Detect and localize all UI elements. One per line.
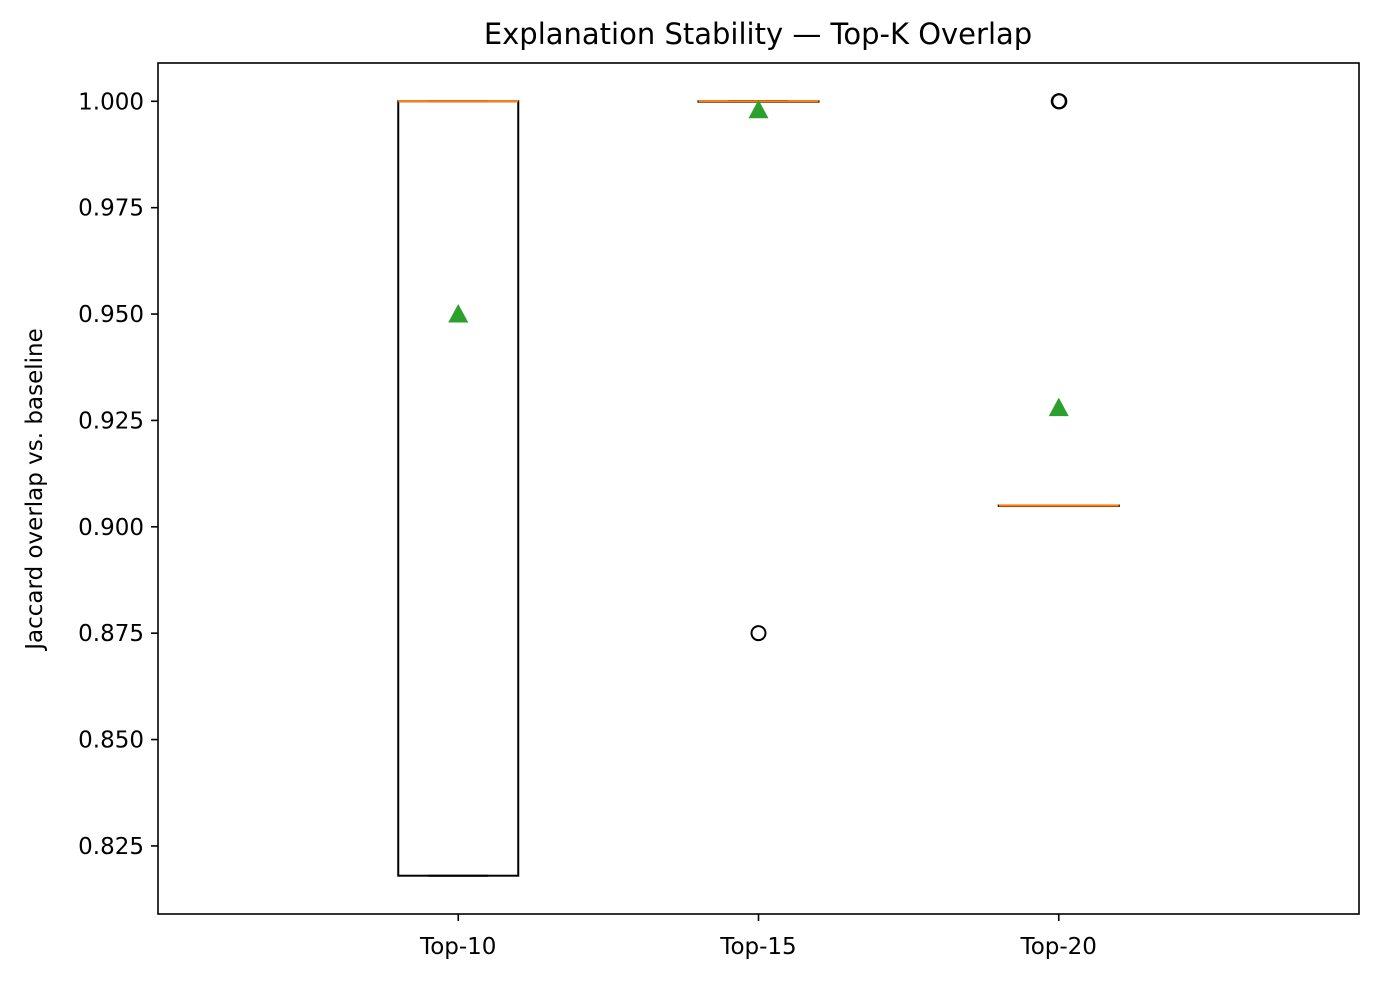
y-tick-label: 0.900 [78, 515, 144, 541]
y-tick-label: 0.975 [78, 196, 144, 222]
plot-frame [157, 62, 1360, 915]
y-tick-label: 0.875 [78, 621, 144, 647]
x-tick-label: Top-20 [1020, 934, 1097, 960]
plot-marks [397, 93, 1120, 877]
y-tick-label: 0.950 [78, 302, 144, 328]
x-tick-label: Top-15 [719, 934, 796, 960]
outlier-point [1051, 93, 1068, 110]
mean-marker [1048, 397, 1069, 417]
box-group-top-20 [997, 93, 1120, 508]
y-tick-label: 1.000 [78, 89, 144, 115]
x-tick-label: Top-10 [419, 934, 496, 960]
y-tick-label: 0.925 [78, 408, 144, 434]
mean-marker [748, 99, 769, 119]
x-axis: Top-10 Top-15 Top-20 [419, 914, 1097, 960]
box-group-top-15 [697, 99, 820, 642]
box-iqr [397, 100, 520, 877]
outlier-point [750, 625, 767, 642]
box-group-top-10 [397, 100, 520, 877]
mean-marker [448, 304, 469, 323]
chart-title: Explanation Stability — Top-K Overlap [484, 17, 1032, 51]
y-tick-label: 0.825 [78, 834, 144, 860]
y-axis: 0.825 0.850 0.875 0.900 0.925 0.950 0.975 1.000 [78, 89, 158, 860]
y-axis-label: Jaccard overlap vs. baseline [22, 328, 48, 651]
y-tick-label: 0.850 [78, 728, 144, 754]
